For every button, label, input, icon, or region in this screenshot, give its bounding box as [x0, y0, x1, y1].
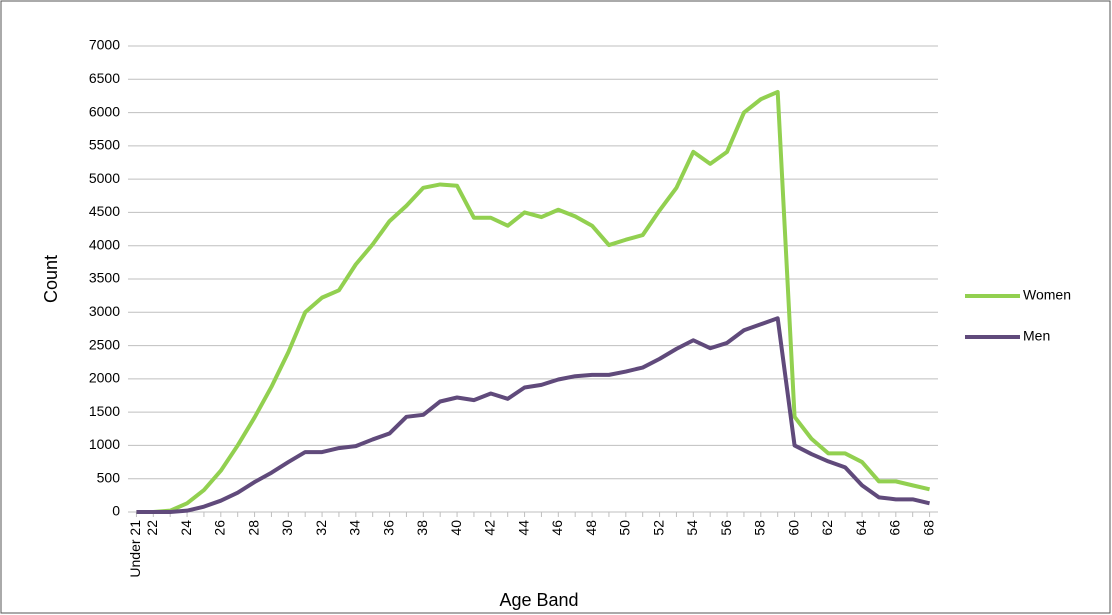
y-tick-label: 5000	[89, 170, 120, 186]
x-tick-label: 68	[920, 520, 936, 536]
y-tick-label: 3000	[89, 303, 120, 319]
x-tick-label: 48	[583, 520, 599, 536]
x-tick-label: 44	[515, 520, 531, 536]
y-tick-label: 2000	[89, 370, 120, 386]
legend-label: Men	[1023, 328, 1050, 344]
y-tick-label: 6500	[89, 70, 120, 86]
x-tick-label: 58	[752, 520, 768, 536]
x-tick-label: 36	[380, 520, 396, 536]
legend-label: Women	[1023, 287, 1071, 303]
x-tick-label: 62	[819, 520, 835, 536]
x-tick-label: Under 21	[127, 520, 143, 578]
x-tick-label: 46	[549, 520, 565, 536]
x-tick-label: 42	[482, 520, 498, 536]
x-tick-label: 32	[313, 520, 329, 536]
y-axis-title: Count	[41, 255, 61, 303]
x-tick-label: 30	[279, 520, 295, 536]
x-tick-label: 66	[887, 520, 903, 536]
x-tick-label: 64	[853, 520, 869, 536]
y-tick-label: 2500	[89, 336, 120, 352]
y-tick-label: 1000	[89, 436, 120, 452]
y-tick-label: 1500	[89, 403, 120, 419]
x-tick-label: 38	[414, 520, 430, 536]
x-tick-label: 22	[144, 520, 160, 536]
x-tick-label: 28	[245, 520, 261, 536]
y-tick-label: 3500	[89, 270, 120, 286]
x-tick-label: 24	[178, 520, 194, 536]
x-tick-label: 40	[448, 520, 464, 536]
line-series	[136, 89, 931, 514]
y-tick-label: 5500	[89, 137, 120, 153]
x-axis-title: Age Band	[499, 590, 578, 610]
x-tick-label: 26	[212, 520, 228, 536]
x-tick-label: 34	[347, 520, 363, 536]
x-tick-label: 60	[785, 520, 801, 536]
y-tick-label: 7000	[89, 37, 120, 53]
y-tick-label: 500	[97, 469, 121, 485]
x-tick-label: 50	[617, 520, 633, 536]
x-tick-label: 52	[650, 520, 666, 536]
y-tick-label: 6000	[89, 103, 120, 119]
x-tick-label: 56	[718, 520, 734, 536]
y-tick-label: 4000	[89, 236, 120, 252]
x-tick-label: 54	[684, 520, 700, 536]
y-tick-label: 0	[112, 503, 120, 519]
line-series	[136, 316, 931, 514]
y-tick-label: 4500	[89, 203, 120, 219]
